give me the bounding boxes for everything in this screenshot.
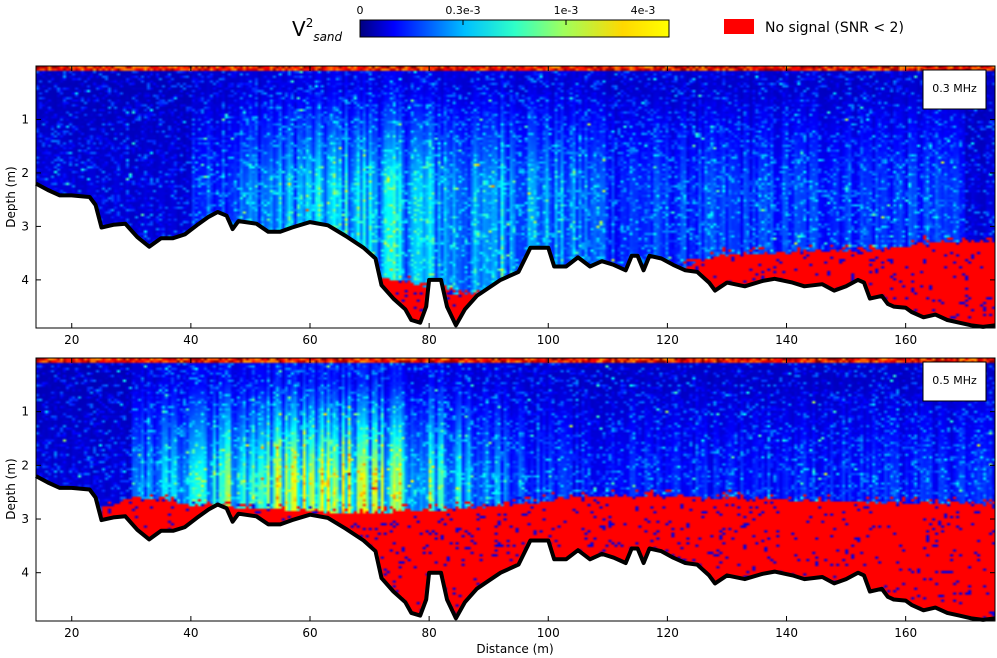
x-tick-label: 140 bbox=[775, 333, 798, 347]
panel-frame bbox=[35, 65, 996, 329]
colorbar-label-base: V bbox=[292, 17, 306, 41]
y-tick-label: 4 bbox=[21, 273, 29, 287]
panel-label: 0.5 MHz bbox=[932, 374, 977, 387]
y-tick-label: 4 bbox=[21, 566, 29, 580]
colorbar-label: V2sand bbox=[292, 16, 343, 44]
x-tick-label: 40 bbox=[183, 626, 198, 640]
panel-label-box bbox=[922, 361, 987, 402]
x-tick-label: 60 bbox=[302, 626, 317, 640]
bed-line bbox=[35, 181, 996, 329]
x-tick-label: 20 bbox=[64, 333, 79, 347]
colorbar-ticks: 0 0.3e-3 1e-3 4e-3 bbox=[357, 4, 670, 25]
y-ticks: 1 2 3 4 bbox=[21, 405, 995, 580]
x-tick-label: 160 bbox=[894, 333, 917, 347]
y-tick-label: 3 bbox=[21, 219, 29, 233]
legend-swatch bbox=[724, 19, 754, 34]
x-tick-label: 40 bbox=[183, 333, 198, 347]
y-axis-label: Depth (m) bbox=[4, 458, 18, 519]
y-ticks: 1 2 3 4 bbox=[21, 112, 995, 287]
panel-frame bbox=[35, 357, 996, 622]
below-bed-fill bbox=[36, 476, 995, 622]
panel-0-3-mhz: 20 40 60 80 100 120 140 160 1 2 3 4 Depth (m) 0.3 … bbox=[4, 65, 996, 347]
x-tick-label: 120 bbox=[656, 626, 679, 640]
y-tick-label: 2 bbox=[21, 166, 29, 180]
colorbar-tick-label: 0.3e-3 bbox=[445, 4, 480, 17]
y-tick-label: 3 bbox=[21, 512, 29, 526]
x-tick-label: 120 bbox=[656, 333, 679, 347]
x-ticks: 20 40 60 80 100 120 140 160 bbox=[64, 358, 917, 640]
panel-label-box bbox=[922, 69, 987, 110]
colorbar-label-sub: sand bbox=[313, 30, 342, 44]
x-tick-label: 80 bbox=[421, 626, 436, 640]
x-tick-label: 100 bbox=[537, 626, 560, 640]
panel-label: 0.3 MHz bbox=[932, 82, 977, 95]
colorbar-tick-label: 4e-3 bbox=[631, 4, 656, 17]
x-axis-label: Distance (m) bbox=[476, 642, 553, 656]
colorbar-label-sup: 2 bbox=[306, 16, 314, 30]
colorbar-tick-label: 1e-3 bbox=[554, 4, 579, 17]
y-tick-label: 1 bbox=[21, 112, 29, 126]
x-tick-label: 80 bbox=[421, 333, 436, 347]
y-axis-label: Depth (m) bbox=[4, 166, 18, 227]
x-tick-label: 60 bbox=[302, 333, 317, 347]
x-tick-label: 140 bbox=[775, 626, 798, 640]
y-tick-label: 1 bbox=[21, 405, 29, 419]
x-tick-label: 100 bbox=[537, 333, 560, 347]
legend: No signal (SNR < 2) bbox=[724, 19, 904, 36]
colorbar-gradient bbox=[359, 19, 670, 38]
y-tick-label: 2 bbox=[21, 458, 29, 472]
panel-0-5-mhz: 20 40 60 80 100 120 140 160 1 2 3 4 Depth (m) 0.5 … bbox=[4, 357, 996, 656]
x-tick-label: 20 bbox=[64, 626, 79, 640]
x-tick-label: 160 bbox=[894, 626, 917, 640]
bed-line bbox=[35, 474, 996, 622]
below-bed-fill bbox=[36, 183, 995, 329]
colorbar-tick-label: 0 bbox=[357, 4, 364, 17]
legend-label: No signal (SNR < 2) bbox=[765, 20, 904, 36]
x-ticks: 20 40 60 80 100 120 140 160 bbox=[64, 66, 917, 347]
colorbar: V2sand 0 0.3e-3 1e-3 4e-3 bbox=[292, 4, 670, 44]
